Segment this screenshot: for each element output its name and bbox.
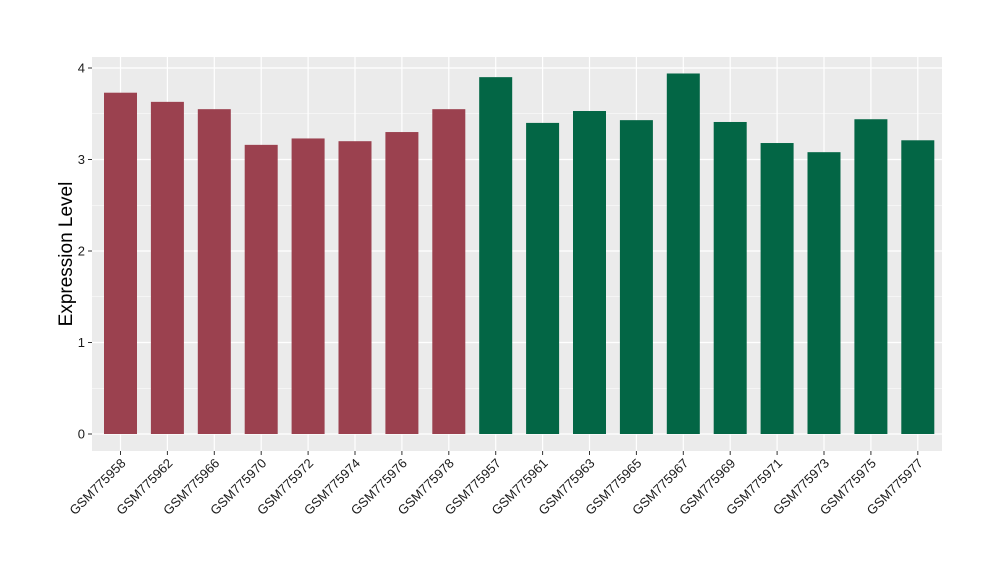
y-tick-label: 4 (78, 61, 85, 76)
x-axis: GSM775958GSM775962GSM775966GSM775970GSM7… (66, 451, 926, 518)
bar-GSM775977 (901, 140, 935, 434)
bar-GSM775973 (807, 152, 841, 434)
bar-GSM775962 (150, 101, 184, 434)
bar-GSM775971 (760, 143, 794, 434)
bar-GSM775972 (291, 138, 325, 434)
bar-GSM775969 (713, 121, 747, 435)
y-tick-label: 3 (78, 152, 85, 167)
bar-GSM775957 (479, 77, 513, 435)
bar-GSM775978 (432, 109, 466, 435)
bar-GSM775965 (619, 120, 653, 434)
y-tick-label: 1 (78, 335, 85, 350)
y-tick-label: 2 (78, 244, 85, 259)
y-axis-title: Expression Level (56, 182, 77, 327)
bar-GSM775961 (526, 122, 560, 435)
bar-GSM775976 (385, 132, 419, 435)
bar-GSM775970 (244, 144, 278, 435)
bar-GSM775975 (854, 119, 888, 435)
y-tick-label: 0 (78, 427, 85, 442)
bar-GSM775958 (104, 92, 137, 434)
bar-GSM775966 (197, 109, 231, 435)
bars (104, 73, 935, 435)
bar-GSM775963 (573, 111, 606, 434)
bar-GSM775974 (338, 141, 372, 434)
plot-panel (92, 57, 942, 451)
y-axis: 0 1 2 3 4 (78, 61, 92, 442)
bar-GSM775967 (666, 73, 700, 435)
